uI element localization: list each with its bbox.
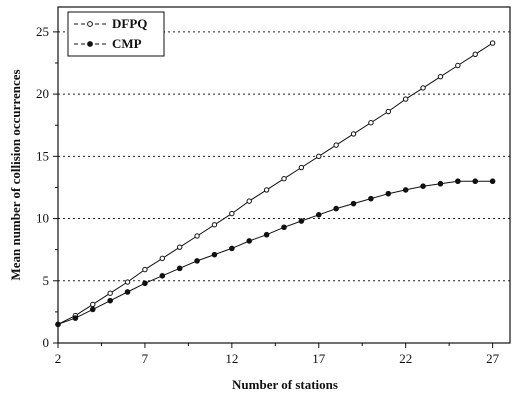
x-axis-title: Number of stations [232, 377, 338, 392]
data-point-dfpq-5 [107, 290, 113, 296]
data-point-cmp-13 [246, 238, 253, 244]
legend-marker-cmp [87, 41, 93, 47]
data-point-dfpq-22 [402, 96, 409, 102]
data-point-cmp-4 [89, 306, 96, 313]
y-tick-label-20: 20 [36, 86, 49, 101]
data-point-cmp-9 [176, 265, 183, 272]
data-point-cmp-24 [437, 180, 444, 187]
y-tick-label-0: 0 [43, 335, 50, 350]
data-point-cmp-26 [472, 178, 479, 185]
legend: DFPQ CMP [67, 11, 165, 57]
data-point-dfpq-23 [420, 85, 426, 91]
y-tick-label-25: 25 [36, 24, 49, 39]
data-point-cmp-27 [489, 178, 496, 185]
legend-marker-dfpq [87, 21, 93, 27]
data-point-cmp-17 [315, 212, 322, 218]
axes-layer [57, 6, 511, 344]
series-layer [55, 40, 496, 328]
data-point-dfpq-6 [124, 279, 131, 285]
plot-frame [57, 6, 511, 344]
data-point-dfpq-24 [437, 73, 444, 80]
data-point-cmp-5 [107, 297, 113, 304]
x-tick-label-27: 27 [486, 351, 500, 366]
data-point-cmp-19 [350, 200, 357, 207]
x-tick-label-22: 22 [399, 351, 412, 366]
data-point-cmp-15 [281, 224, 287, 231]
data-point-cmp-10 [194, 258, 200, 264]
data-point-cmp-6 [124, 289, 131, 295]
data-point-dfpq-7 [142, 266, 148, 273]
data-point-cmp-20 [368, 195, 374, 202]
data-point-dfpq-15 [281, 176, 287, 182]
y-tick-label-10: 10 [36, 211, 49, 226]
x-tick-label-12: 12 [225, 351, 238, 366]
data-point-cmp-16 [298, 218, 305, 224]
data-point-dfpq-12 [229, 210, 235, 217]
data-point-dfpq-21 [385, 108, 392, 115]
data-point-cmp-23 [420, 183, 426, 189]
legend-label-dfpq: DFPQ [112, 16, 147, 31]
data-point-dfpq-18 [333, 142, 339, 148]
data-point-dfpq-13 [246, 198, 252, 204]
data-point-cmp-7 [142, 280, 148, 287]
data-point-cmp-22 [402, 187, 409, 193]
series-line-cmp [57, 180, 493, 325]
data-point-cmp-12 [229, 245, 235, 252]
data-point-dfpq-27 [489, 40, 496, 46]
data-point-dfpq-26 [472, 51, 478, 57]
x-tick-label-17: 17 [312, 351, 326, 366]
data-point-cmp-21 [385, 190, 392, 197]
x-tick-label-7: 7 [142, 351, 149, 366]
data-point-dfpq-8 [159, 255, 166, 262]
series-line-dfpq [57, 42, 493, 325]
y-axis-title: Mean number of collision occurrences [8, 69, 23, 280]
data-point-dfpq-16 [298, 164, 305, 171]
data-point-dfpq-4 [90, 301, 96, 308]
data-point-dfpq-14 [263, 187, 270, 193]
legend-label-cmp: CMP [112, 36, 142, 51]
data-point-cmp-25 [455, 178, 461, 185]
y-tick-label-15: 15 [36, 148, 49, 163]
data-point-dfpq-25 [455, 62, 461, 69]
x-tick-label-2: 2 [55, 351, 62, 366]
data-point-cmp-18 [333, 205, 339, 212]
grid-lines [58, 31, 510, 282]
data-point-dfpq-20 [368, 120, 374, 126]
data-point-cmp-8 [159, 273, 166, 279]
data-point-dfpq-19 [350, 131, 357, 137]
data-point-cmp-14 [263, 231, 270, 238]
data-point-dfpq-17 [316, 153, 322, 160]
data-point-cmp-11 [211, 251, 218, 258]
data-point-dfpq-11 [211, 222, 218, 228]
data-point-cmp-3 [72, 315, 79, 321]
data-point-dfpq-10 [194, 233, 200, 239]
data-point-dfpq-9 [176, 244, 183, 250]
legend-box [67, 11, 165, 57]
y-tick-label-5: 5 [43, 273, 50, 288]
